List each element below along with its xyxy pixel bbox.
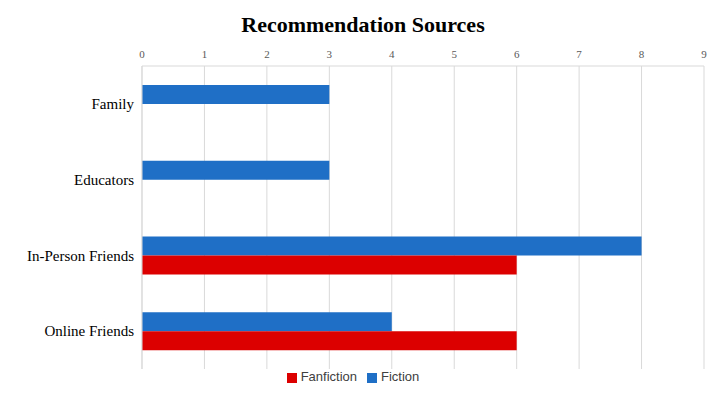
svg-text:0: 0 — [139, 48, 145, 60]
svg-text:8: 8 — [639, 48, 645, 60]
svg-text:3: 3 — [327, 48, 333, 60]
svg-text:9: 9 — [701, 48, 707, 60]
svg-text:2: 2 — [264, 48, 270, 60]
svg-text:5: 5 — [451, 48, 457, 60]
svg-text:1: 1 — [202, 48, 208, 60]
svg-text:4: 4 — [389, 48, 395, 60]
html-text:Fanfiction: Fanfiction — [300, 369, 357, 384]
svg-text:7: 7 — [576, 48, 582, 60]
html-text:Fiction: Fiction — [381, 369, 420, 384]
svg-text:Educators: Educators — [74, 172, 134, 188]
svg-text:Family: Family — [91, 96, 134, 112]
svg-text:6: 6 — [514, 48, 520, 60]
html-text:Recommendation Sources: Recommendation Sources — [241, 12, 485, 37]
svg-text:Online Friends: Online Friends — [44, 323, 134, 339]
svg-text:In-Person Friends: In-Person Friends — [27, 248, 134, 264]
